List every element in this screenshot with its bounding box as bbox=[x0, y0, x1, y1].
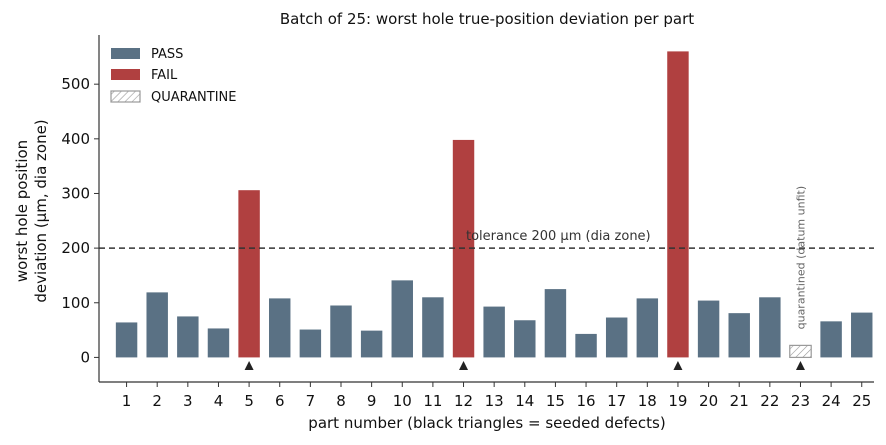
bar-24 bbox=[820, 321, 842, 358]
y-tick-label-200: 200 bbox=[61, 239, 90, 257]
bar-6 bbox=[269, 298, 291, 358]
bar-8 bbox=[330, 305, 352, 358]
tolerance-label: tolerance 200 µm (dia zone) bbox=[466, 229, 651, 244]
y-axis-label-line-2: deviation (µm, dia zone) bbox=[32, 119, 50, 302]
x-tick-label-12: 12 bbox=[454, 392, 473, 410]
x-tick-label-16: 16 bbox=[577, 392, 596, 410]
y-tick-label-500: 500 bbox=[61, 75, 90, 93]
y-tick-label-400: 400 bbox=[61, 130, 90, 148]
defect-marker-23 bbox=[795, 361, 805, 370]
chart-title: Batch of 25: worst hole true-position de… bbox=[280, 10, 694, 28]
bar-16 bbox=[575, 333, 597, 358]
x-tick-label-18: 18 bbox=[638, 392, 657, 410]
legend-label-fail: FAIL bbox=[151, 68, 178, 83]
x-tick-label-3: 3 bbox=[183, 392, 193, 410]
x-tick-label-8: 8 bbox=[336, 392, 346, 410]
x-tick-label-1: 1 bbox=[122, 392, 132, 410]
bar-3 bbox=[177, 316, 199, 358]
bar-14 bbox=[514, 320, 536, 358]
y-tick-label-300: 300 bbox=[61, 184, 90, 202]
bar-9 bbox=[360, 330, 383, 358]
bar-22 bbox=[759, 297, 781, 358]
x-tick-label-19: 19 bbox=[668, 392, 687, 410]
x-tick-label-24: 24 bbox=[822, 392, 841, 410]
bar-20 bbox=[697, 300, 720, 358]
x-tick-label-25: 25 bbox=[852, 392, 871, 410]
x-tick-label-13: 13 bbox=[485, 392, 504, 410]
x-tick-label-14: 14 bbox=[515, 392, 534, 410]
bar-11 bbox=[422, 297, 444, 358]
x-tick-label-11: 11 bbox=[423, 392, 442, 410]
x-tick-label-7: 7 bbox=[306, 392, 316, 410]
x-tick-label-23: 23 bbox=[791, 392, 810, 410]
legend-swatch-pass bbox=[111, 48, 140, 59]
x-tick-label-2: 2 bbox=[152, 392, 162, 410]
y-axis-label-line-1: worst hole position bbox=[13, 140, 31, 282]
bar-18 bbox=[636, 298, 659, 358]
x-tick-label-5: 5 bbox=[244, 392, 254, 410]
x-tick-label-15: 15 bbox=[546, 392, 565, 410]
y-tick-label-0: 0 bbox=[80, 348, 90, 366]
legend-label-pass: PASS bbox=[151, 47, 183, 62]
x-axis-label: part number (black triangles = seeded de… bbox=[308, 414, 665, 432]
x-tick-label-4: 4 bbox=[214, 392, 224, 410]
defect-marker-5 bbox=[244, 361, 254, 370]
x-tick-label-20: 20 bbox=[699, 392, 718, 410]
bar-13 bbox=[483, 306, 505, 358]
x-tick-label-21: 21 bbox=[730, 392, 749, 410]
bar-15 bbox=[544, 289, 567, 358]
legend-label-quarantine: QUARANTINE bbox=[151, 90, 236, 105]
x-tick-label-10: 10 bbox=[393, 392, 412, 410]
bar-19 bbox=[667, 51, 689, 358]
plot-area: tolerance 200 µm (dia zone) quarantined (… bbox=[61, 35, 874, 410]
bar-21 bbox=[728, 313, 750, 358]
x-tick-label-9: 9 bbox=[367, 392, 377, 410]
bar-1 bbox=[115, 322, 138, 358]
legend: PASS FAIL QUARANTINE bbox=[110, 47, 236, 105]
x-tick-label-17: 17 bbox=[607, 392, 626, 410]
y-tick-label-100: 100 bbox=[61, 294, 90, 312]
defect-marker-19 bbox=[673, 361, 683, 370]
x-tick-label-22: 22 bbox=[760, 392, 779, 410]
bar-23 bbox=[789, 344, 812, 359]
bar-4 bbox=[207, 328, 230, 358]
bar-17 bbox=[605, 317, 628, 358]
quarantine-note: quarantined (datum unfit) bbox=[794, 186, 807, 330]
bar-10 bbox=[391, 280, 413, 358]
bar-25 bbox=[851, 312, 873, 358]
defect-marker-12 bbox=[459, 361, 469, 370]
bar-5 bbox=[238, 190, 260, 358]
legend-swatch-quarantine bbox=[110, 90, 141, 103]
legend-swatch-fail bbox=[111, 69, 140, 80]
x-tick-label-6: 6 bbox=[275, 392, 285, 410]
bar-7 bbox=[299, 329, 322, 358]
bar-2 bbox=[146, 292, 168, 358]
